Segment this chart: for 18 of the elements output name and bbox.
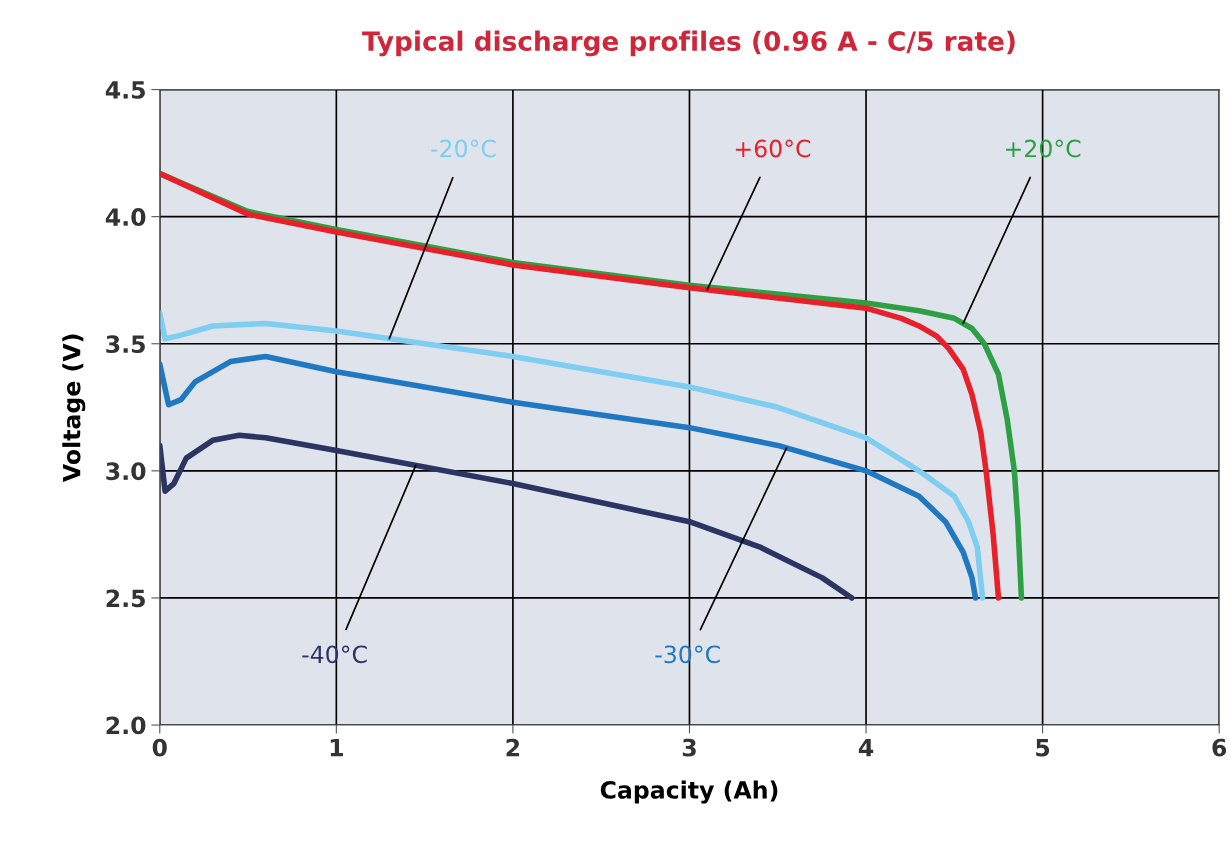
- y-tick-label: 3.0: [106, 462, 146, 481]
- x-tick-label: 4: [858, 738, 874, 757]
- x-tick-label: 6: [1212, 738, 1227, 757]
- y-tick-label: 4.5: [105, 81, 145, 99]
- x-tick-label: 1: [330, 738, 343, 757]
- x-tick-label: 0: [152, 738, 167, 757]
- x-axis-title: Capacity (Ah): [600, 780, 778, 804]
- text: -20°C: [431, 139, 496, 158]
- y-tick-label: 3.5: [106, 335, 145, 354]
- x-tick-label: 5: [1036, 738, 1050, 757]
- x-tick-label: 3: [682, 738, 696, 757]
- x-tick-label: 2: [506, 738, 520, 757]
- text: +60°C: [735, 139, 811, 158]
- y-axis-title: Voltage (V): [62, 334, 86, 482]
- chart-title: Typical discharge profiles (0.96 A - C/5 rate): [362, 30, 1015, 57]
- y-tick-label: 2.0: [106, 716, 146, 735]
- y-tick-label: 2.5: [106, 589, 145, 608]
- y-tick-label: 4.0: [105, 208, 146, 226]
